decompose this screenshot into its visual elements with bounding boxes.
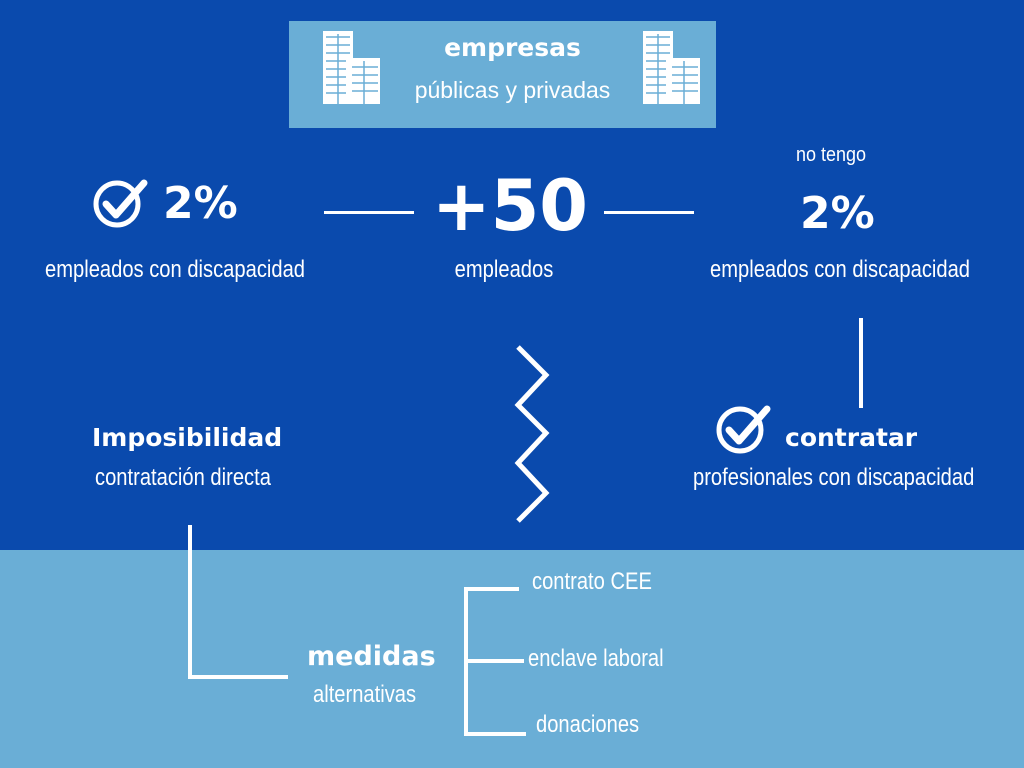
right-percentage: 2% [800, 188, 875, 239]
impossibility-subtitle: contratación directa [95, 464, 271, 491]
bracket-branch [464, 732, 526, 736]
elbow-connector [188, 675, 288, 679]
buildings-icon [323, 31, 380, 104]
right-prefix: no tengo [796, 144, 867, 166]
right-label: empleados con discapacidad [710, 256, 971, 283]
left-percentage: 2% [163, 178, 238, 229]
vertical-connector [859, 318, 863, 408]
connector-line [604, 211, 694, 214]
measures-subtitle: alternativas [313, 681, 417, 708]
zigzag-separator [514, 345, 550, 523]
left-label: empleados con discapacidad [45, 256, 306, 283]
measure-item: donaciones [536, 711, 640, 738]
hire-title: contratar [785, 423, 918, 452]
check-circle-icon [93, 179, 148, 228]
center-label: empleados [454, 256, 554, 283]
bracket-branch [464, 587, 519, 591]
bracket-branch [464, 659, 524, 663]
hire-subtitle: profesionales con discapacidad [693, 464, 975, 491]
connector-line [324, 211, 414, 214]
check-circle-icon [716, 405, 771, 454]
measure-item: contrato CEE [532, 568, 652, 595]
center-value: +50 [431, 165, 589, 247]
header-title: empresas [444, 33, 581, 62]
impossibility-title: Imposibilidad [92, 423, 283, 452]
measures-title: medidas [307, 641, 436, 672]
elbow-connector [188, 525, 192, 678]
header-box: empresas públicas y privadas [289, 21, 716, 128]
buildings-icon [643, 31, 700, 104]
header-subtitle: públicas y privadas [414, 77, 611, 103]
measure-item: enclave laboral [528, 645, 664, 672]
